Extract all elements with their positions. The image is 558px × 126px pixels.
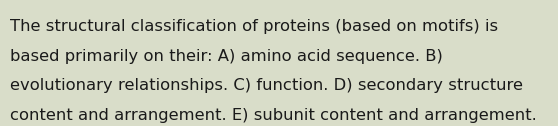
Text: The structural classification of proteins (based on motifs) is: The structural classification of protein… [10, 19, 498, 34]
Text: evolutionary relationships. C) function. D) secondary structure: evolutionary relationships. C) function.… [10, 78, 523, 93]
Text: based primarily on their: A) amino acid sequence. B): based primarily on their: A) amino acid … [10, 49, 443, 64]
Text: content and arrangement. E) subunit content and arrangement.: content and arrangement. E) subunit cont… [10, 108, 537, 123]
